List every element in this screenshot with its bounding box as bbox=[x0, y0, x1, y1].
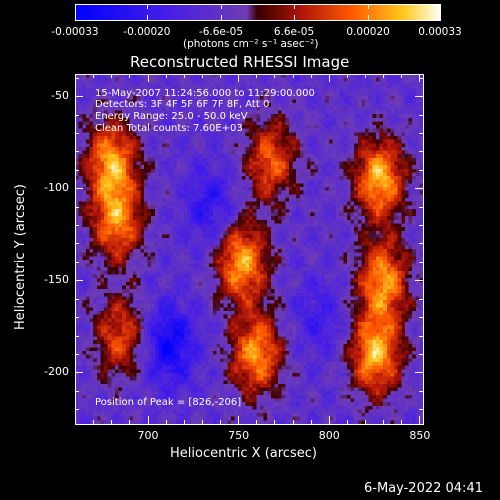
colorbar-units: (photons cm⁻² s⁻¹ asec⁻²) bbox=[183, 38, 319, 50]
x-tick-label: 700 bbox=[137, 429, 159, 442]
colorbar-tick-label: 6.6e-05 bbox=[273, 26, 315, 38]
y-axis-label: Heliocentric Y (arcsec) bbox=[13, 184, 28, 330]
annotation-peak: Position of Peak = [826,-206] bbox=[95, 397, 242, 408]
footer-timestamp: 6-May-2022 04:41 bbox=[364, 481, 483, 496]
colorbar-axes bbox=[75, 4, 441, 21]
x-tick-label: 750 bbox=[228, 429, 250, 442]
x-tick-label: 850 bbox=[409, 429, 431, 442]
annotation-energy: Energy Range: 25.0 - 50.0 keV bbox=[95, 111, 248, 122]
annotation-clean: Clean Total counts: 7.60E+03 bbox=[95, 123, 243, 134]
colorbar-tick-label: -0.00033 bbox=[51, 26, 99, 38]
colorbar-tick-label: 0.00033 bbox=[418, 26, 462, 38]
heatmap-image bbox=[75, 74, 423, 424]
x-tick-label: 800 bbox=[318, 429, 340, 442]
y-tick-label: -150 bbox=[44, 273, 69, 287]
plot-border bbox=[75, 74, 424, 425]
colorbar-tick-label: -6.6e-05 bbox=[198, 26, 244, 38]
colorbar-tick-label: 0.00020 bbox=[346, 26, 390, 38]
y-tick-label: -50 bbox=[51, 89, 69, 103]
plot-axes bbox=[75, 74, 424, 425]
y-tick-label: -200 bbox=[44, 365, 69, 379]
chart-title: Reconstructed RHESSI Image bbox=[130, 53, 350, 71]
x-axis-label: Heliocentric X (arcsec) bbox=[170, 446, 317, 461]
y-tick-label: -100 bbox=[44, 181, 69, 195]
colorbar-border bbox=[75, 4, 441, 21]
annotation-time-range: 15-May-2007 11:24:56.000 to 11:29:00.000 bbox=[95, 88, 315, 99]
colorbar-gradient bbox=[75, 4, 440, 20]
colorbar-tick-label: -0.00020 bbox=[123, 26, 171, 38]
annotation-detectors: Detectors: 3F 4F 5F 6F 7F 8F, Att 0 bbox=[95, 99, 270, 110]
